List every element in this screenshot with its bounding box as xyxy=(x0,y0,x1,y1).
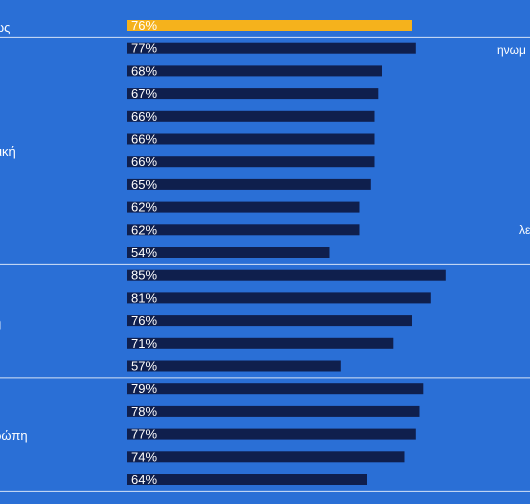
bar-value-label: 68% xyxy=(131,63,157,78)
bar-value-label: 65% xyxy=(131,177,157,192)
bar-3-2 xyxy=(127,428,416,440)
group-label: ή xyxy=(0,315,1,330)
group-label: ρώπη xyxy=(0,428,28,444)
bar-2-3 xyxy=(127,337,394,349)
side-label-top: ηνωμ xyxy=(497,43,526,57)
bar-2-0 xyxy=(127,269,446,281)
bar-3-3 xyxy=(127,451,405,463)
bar-1-3 xyxy=(127,110,375,122)
bar-value-label: 64% xyxy=(131,472,157,487)
bar-value-label: 71% xyxy=(131,336,157,351)
bar-value-label: 81% xyxy=(131,290,157,305)
bar-2-1 xyxy=(127,292,431,304)
side-label-middle: λε xyxy=(519,223,530,237)
bar-1-7 xyxy=(127,201,360,213)
bar-value-label: 67% xyxy=(131,86,157,101)
bar-1-2 xyxy=(127,88,379,100)
bar-value-label: 77% xyxy=(131,427,157,442)
bar-value-label: 66% xyxy=(131,132,157,147)
group-label: τική xyxy=(0,144,16,160)
bar-0-0 xyxy=(127,20,412,31)
bar-value-label: 57% xyxy=(131,359,157,374)
bar-2-2 xyxy=(127,315,412,327)
bar-1-8 xyxy=(127,224,360,236)
bar-1-1 xyxy=(127,65,382,77)
bar-1-5 xyxy=(127,156,375,168)
bar-3-4 xyxy=(127,474,367,485)
bar-value-label: 62% xyxy=(131,222,157,237)
bar-1-0 xyxy=(127,42,416,54)
bar-1-9 xyxy=(127,247,330,258)
bar-value-label: 62% xyxy=(131,200,157,215)
bar-value-label: 54% xyxy=(131,245,157,260)
bar-value-label: 77% xyxy=(131,41,157,56)
bar-value-label: 85% xyxy=(131,268,157,283)
bar-value-label: 76% xyxy=(131,18,157,33)
bar-value-label: 66% xyxy=(131,109,157,124)
bar-3-0 xyxy=(127,383,424,395)
bar-value-label: 78% xyxy=(131,404,157,419)
bar-value-label: 79% xyxy=(131,381,157,396)
bar-2-4 xyxy=(127,360,341,372)
group-label: ως xyxy=(0,19,11,35)
bar-value-label: 74% xyxy=(131,449,157,464)
bar-1-6 xyxy=(127,178,371,190)
bar-3-1 xyxy=(127,405,420,417)
bar-1-4 xyxy=(127,133,375,145)
bar-value-label: 66% xyxy=(131,154,157,169)
bar-value-label: 76% xyxy=(131,313,157,328)
